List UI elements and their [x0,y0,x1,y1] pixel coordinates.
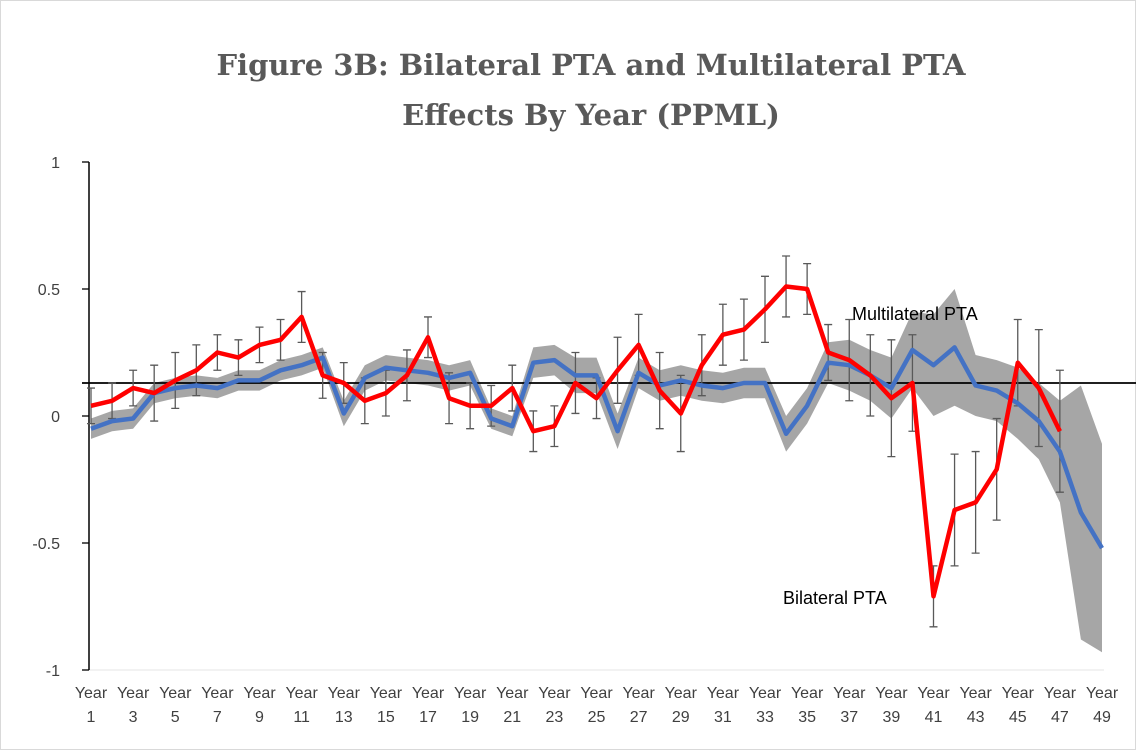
annotation: Bilateral PTA [783,588,887,608]
x-tick-label: Year 37 [833,685,866,726]
x-tick-label: Year 45 [1001,685,1034,726]
x-tick-label: Year 43 [959,685,992,726]
y-tick-label: 0.5 [38,282,60,299]
x-tick-label: Year 3 [116,685,150,726]
x-tick-label: Year 21 [496,685,529,726]
series-line [90,284,1062,599]
x-tick-label: Year 17 [411,685,445,726]
chart-title: Figure 3B: Bilateral PTA and Multilatera… [216,48,966,132]
y-tick-label: 0 [51,409,60,426]
error-bar [1055,369,1064,493]
y-tick-label: 1 [51,155,60,172]
y-tick-label: -0.5 [32,536,60,553]
x-tick-label: Year 47 [1043,685,1077,726]
series-line [90,345,1104,550]
x-tick-label: Year 29 [664,685,697,726]
x-tick-label: Year 15 [369,685,403,726]
x-tick-label: Year 27 [622,685,655,726]
x-tick-label: Year 33 [748,685,782,726]
x-tick-label: Year 25 [580,685,613,726]
x-tick-label: Year 31 [706,685,740,726]
x-tick-label: Year 7 [201,685,234,726]
x-tick-label: Year 41 [917,685,950,726]
annotation: Multilateral PTA [852,304,978,324]
x-tick-label: Year 9 [243,685,276,726]
error-bar [87,387,95,425]
x-tick-label: Year 39 [875,685,908,726]
x-tick-label: Year 49 [1085,685,1119,726]
confidence-band [91,289,1102,653]
x-tick-label: Year 11 [285,685,318,726]
x-tick-label: Year 13 [327,685,360,726]
x-tick-label: Year 19 [453,685,487,726]
x-tick-label: Year 5 [159,685,192,726]
x-tick-label: Year 35 [790,685,824,726]
x-tick-label: Year 1 [74,685,108,726]
y-tick-label: -1 [46,663,60,680]
x-tick-label: Year 23 [538,685,571,726]
